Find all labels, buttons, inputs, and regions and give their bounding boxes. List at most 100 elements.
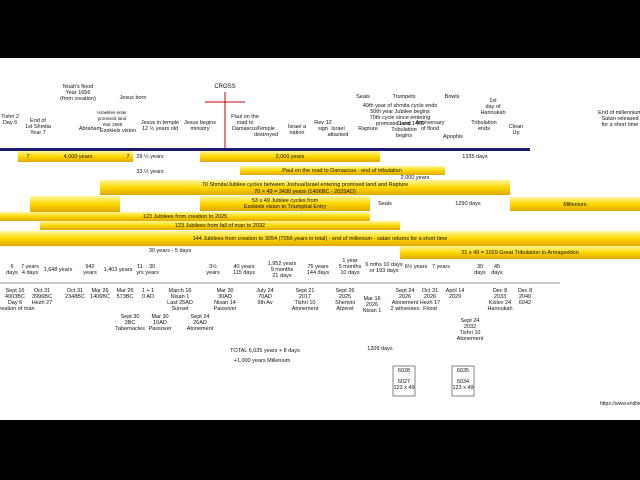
top-label: day of	[486, 104, 501, 110]
date: 2026	[424, 294, 436, 300]
band	[0, 148, 530, 151]
bar-label: Ezekiels vision to Triumphal Entry	[244, 204, 326, 210]
duration: 10 days	[340, 270, 360, 276]
note: TOTAL 6,035 years + 8 days	[230, 348, 300, 354]
bar	[0, 231, 640, 246]
band-label: Paul on the road to Damascus - end of tr…	[282, 168, 402, 174]
date: Flood	[423, 306, 437, 312]
top-label: End of	[30, 118, 46, 124]
top-label: of flood	[421, 126, 439, 132]
top-label: 1st	[489, 98, 497, 104]
date: Mar 30	[216, 288, 233, 294]
duration: years	[83, 270, 97, 276]
top-label: Up	[512, 130, 519, 136]
top-label: ministry	[191, 126, 210, 132]
date: Passover	[149, 326, 172, 332]
top-label: sign	[318, 126, 328, 132]
date: Creation of man	[0, 306, 35, 312]
date: Sept 21	[296, 288, 315, 294]
top-label: 12 ½ years old	[142, 125, 178, 132]
top-label: Tribulation	[471, 120, 496, 126]
bar-label: Millenium	[563, 202, 587, 208]
top-label: Jesus born	[120, 95, 147, 101]
duration: 11	[137, 264, 143, 270]
bar	[100, 180, 510, 195]
date: Atonement	[392, 300, 419, 306]
top-label: Clean	[509, 124, 523, 130]
top-label: nation	[290, 130, 305, 136]
date: Tishri 10	[295, 300, 316, 306]
band-label: 4,000 years	[64, 154, 93, 160]
top-label: Noah's flood	[63, 84, 93, 90]
date: 26AD	[193, 320, 207, 326]
duration: 30	[149, 264, 155, 270]
duration: 4 days	[22, 270, 38, 276]
duration: 1,403 years	[104, 267, 133, 273]
bar	[0, 212, 370, 221]
date: Dec 8	[493, 288, 507, 294]
bar-label: 70 Shmita/Jubilee cycles between Joshua/…	[202, 182, 408, 188]
top-label: Jesus in temple	[141, 120, 179, 126]
duration: 21 days	[272, 273, 292, 279]
box	[392, 365, 416, 397]
duration: 30	[477, 264, 483, 270]
date: Kislev 24	[489, 300, 511, 306]
bar	[200, 151, 380, 162]
box-label: 6035	[457, 368, 469, 374]
date: Hezh 17	[420, 300, 441, 306]
duration: 1,952 years	[268, 261, 297, 267]
date: Nisan 1	[171, 294, 190, 300]
date: Dec 8	[518, 288, 532, 294]
duration: 7 years	[21, 264, 39, 270]
date: Atzeret	[336, 306, 354, 312]
date: Sept 16	[6, 288, 25, 294]
date: 2017	[299, 294, 311, 300]
top-label: CROSS	[214, 84, 235, 90]
date: 1406BC	[90, 294, 110, 300]
date: 6042	[519, 300, 531, 306]
date: Atonement	[187, 326, 214, 332]
duration: 9 months	[271, 267, 294, 273]
date: Mar 26	[116, 288, 133, 294]
date: Sept 24	[396, 288, 415, 294]
date: 2 witnesses	[391, 306, 420, 312]
top-label: 49th year of shmita cycle ends	[363, 103, 438, 109]
date: Atonement	[292, 306, 319, 312]
top-label: Abraham	[79, 126, 102, 132]
top-label: Hannukah	[480, 110, 505, 116]
box-label: 6027	[398, 379, 410, 385]
top-label: attacked	[328, 132, 349, 138]
date: Passover	[214, 306, 237, 312]
top-label: Anniversary	[415, 120, 444, 126]
duration: days	[6, 270, 18, 276]
top-label: Satan released	[602, 116, 639, 122]
top-label: Apophis	[443, 134, 463, 140]
duration: days	[474, 270, 486, 276]
top-label: 70th cycle since entering	[370, 115, 431, 121]
duration: 45	[494, 264, 500, 270]
top-label: Bowls	[445, 94, 460, 100]
date: April 14	[446, 288, 465, 294]
bar	[400, 246, 640, 259]
date: 2025	[339, 294, 351, 300]
note: +1,000 years Millenium	[234, 358, 291, 364]
duration: 942	[85, 264, 94, 270]
top-label: Day 6	[3, 120, 17, 126]
note: 1209 days	[367, 346, 393, 352]
duration: 3½	[209, 263, 217, 270]
top-label: Trumpets	[392, 94, 415, 100]
duration: 115 days	[233, 270, 255, 276]
bar-label: 70 × 49 = 3430 years (1406BC - 2025AD)	[254, 189, 356, 195]
top-label: Tribulation	[391, 127, 416, 133]
date: Tishri 10	[460, 330, 481, 336]
date: March 16	[169, 288, 192, 294]
bar-label: Seals	[378, 201, 392, 207]
date: Sept 30	[121, 314, 140, 320]
date: Oct 31	[422, 288, 438, 294]
date: 0 AD	[142, 294, 154, 300]
date: Mar 26	[91, 288, 108, 294]
date: Hezh 27	[32, 300, 53, 306]
top-label: Ezekiels vision	[100, 128, 136, 134]
date: Sept 24	[461, 318, 480, 324]
